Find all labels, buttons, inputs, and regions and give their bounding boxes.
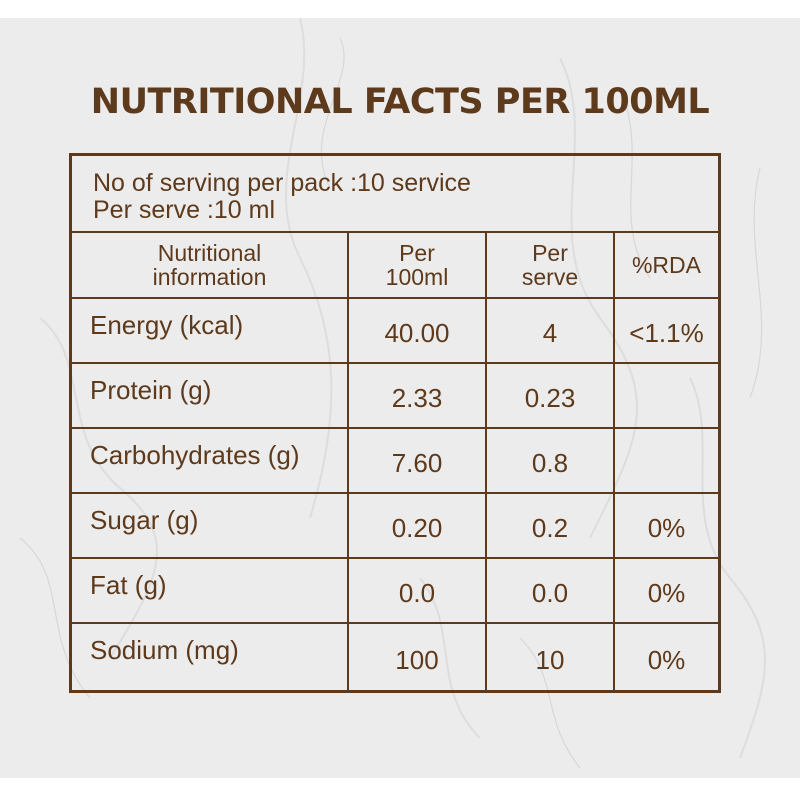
nutrient-name: Protein (g) <box>72 364 349 427</box>
table-row: Carbohydrates (g) 7.60 0.8 <box>72 429 718 494</box>
per-serve-value: 0.23 <box>487 364 615 427</box>
header-rda: %RDA <box>631 252 701 278</box>
servings-per-pack: No of serving per pack :10 service <box>93 169 471 197</box>
table-row: Fat (g) 0.0 0.0 0% <box>72 559 718 624</box>
header-per-serve: Per serve <box>487 233 615 297</box>
table-row: Energy (kcal) 40.00 4 <1.1% <box>72 299 718 364</box>
per-serve-value: 0.8 <box>487 429 615 492</box>
rda-value: 0% <box>647 644 686 675</box>
per-100ml-value: 0.0 <box>349 559 487 622</box>
per-serve-value: 0.2 <box>487 494 615 557</box>
marble-background-panel: NUTRITIONAL FACTS PER 100ML No of servin… <box>0 18 800 778</box>
nutrient-name: Energy (kcal) <box>72 299 349 362</box>
header-nutritional-information: Nutritional information <box>72 233 349 297</box>
nutrient-name: Sodium (mg) <box>72 624 349 690</box>
rda-value: 0% <box>647 578 686 608</box>
header-per-100ml: Per 100ml <box>349 233 487 297</box>
nutrient-name: Carbohydrates (g) <box>72 429 349 492</box>
table-row: Sodium (mg) 100 10 0% <box>72 624 718 690</box>
per-serve-value: 10 <box>487 624 615 690</box>
rda-value: <1.1% <box>629 318 704 348</box>
nutrient-name: Fat (g) <box>72 559 349 622</box>
page-title: NUTRITIONAL FACTS PER 100ML <box>90 82 710 122</box>
rda-value: 0% <box>647 513 686 543</box>
per-100ml-value: 100 <box>349 624 487 690</box>
table-header-row: Nutritional information Per 100ml Per se… <box>72 233 718 299</box>
per-100ml-value: 2.33 <box>349 364 487 427</box>
per-100ml-value: 0.20 <box>349 494 487 557</box>
table-row: Sugar (g) 0.20 0.2 0% <box>72 494 718 559</box>
per-100ml-value: 7.60 <box>349 429 487 492</box>
nutrition-facts-table: No of serving per pack :10 service Per s… <box>69 153 721 693</box>
table-row: Protein (g) 2.33 0.23 <box>72 364 718 429</box>
serving-info: No of serving per pack :10 service Per s… <box>72 156 718 233</box>
serving-size: Per serve :10 ml <box>93 196 276 224</box>
per-serve-value: 0.0 <box>487 559 615 622</box>
rda-value <box>615 429 718 492</box>
per-serve-value: 4 <box>487 299 615 362</box>
rda-value <box>615 364 718 427</box>
per-100ml-value: 40.00 <box>349 299 487 362</box>
nutrient-name: Sugar (g) <box>72 494 349 557</box>
marble-texture <box>19 18 766 769</box>
